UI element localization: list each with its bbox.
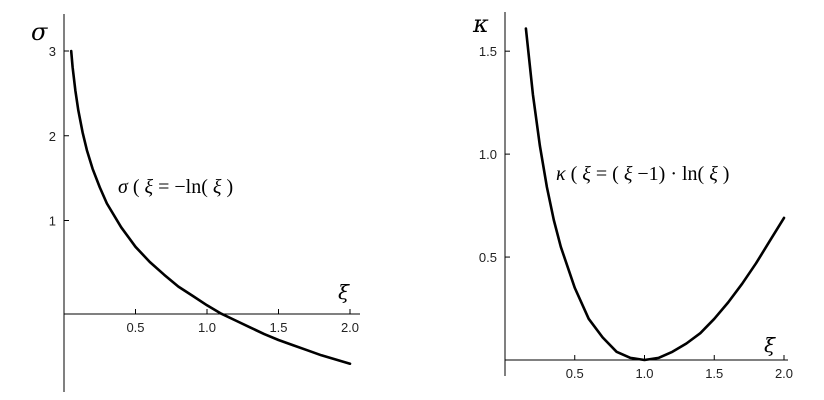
sigma-chart: 0.5 1.0 1.5 2.0 1 2 3 σ ξ σ ( ξ = −ln( ξ ): [31, 14, 360, 392]
sigma-formula-equals: = −ln(: [158, 176, 208, 198]
sigma-formula-open: (: [133, 176, 140, 198]
sigma-x-label: ξ: [338, 280, 350, 304]
kappa-formula-equals: = (: [596, 163, 619, 185]
kappa-x-tick-label: 1.5: [705, 366, 723, 381]
kappa-x-tick-label: 0.5: [566, 366, 584, 381]
kappa-x-ticks: 0.5 1.0 1.5 2.0: [566, 355, 793, 381]
sigma-formula: σ ( ξ = −ln( ξ ): [118, 176, 233, 198]
sigma-x-tick-label: 0.5: [126, 320, 144, 335]
kappa-formula-open: (: [571, 163, 578, 185]
kappa-curve: [524, 27, 786, 362]
sigma-y-label: σ: [31, 18, 48, 46]
kappa-x-tick-label: 1.0: [635, 366, 653, 381]
kappa-formula: κ ( ξ = ( ξ −1) · ln( ξ ): [556, 163, 729, 185]
sigma-formula-arg-2: ξ: [213, 176, 222, 198]
kappa-formula-end: ): [723, 163, 730, 185]
kappa-y-tick-label: 0.5: [479, 250, 497, 265]
kappa-x-label: ξ: [764, 333, 776, 357]
sigma-x-tick-label: 1.5: [269, 320, 287, 335]
sigma-x-tick-label: 1.0: [198, 320, 216, 335]
kappa-formula-name: κ: [556, 163, 566, 185]
sigma-curve: [69, 49, 352, 365]
sigma-formula-end: ): [226, 176, 233, 198]
sigma-y-tick-label: 1: [49, 214, 56, 229]
kappa-y-ticks: 0.5 1.0 1.5: [479, 44, 510, 265]
sigma-y-ticks: 1 2 3: [49, 44, 69, 229]
sigma-x-ticks: 0.5 1.0 1.5 2.0: [126, 309, 359, 335]
kappa-y-tick-label: 1.5: [479, 44, 497, 59]
sigma-y-tick-label: 2: [49, 129, 56, 144]
kappa-formula-arg-3: ξ: [709, 163, 718, 185]
kappa-y-label: κ: [472, 10, 489, 38]
kappa-x-tick-label: 2.0: [775, 366, 793, 381]
sigma-y-tick-label: 3: [49, 44, 56, 59]
sigma-formula-arg: ξ: [145, 176, 154, 198]
kappa-y-tick-label: 1.0: [479, 147, 497, 162]
sigma-x-tick-label: 2.0: [341, 320, 359, 335]
kappa-formula-arg: ξ: [582, 163, 591, 185]
sigma-formula-name: σ: [118, 176, 129, 198]
kappa-chart: 0.5 1.0 1.5 2.0 0.5 1.0 1.5 κ ξ κ ( ξ = ( ξ −…: [472, 10, 793, 381]
kappa-formula-mid: −1) · ln(: [637, 163, 704, 185]
kappa-formula-arg-2: ξ: [624, 163, 633, 185]
